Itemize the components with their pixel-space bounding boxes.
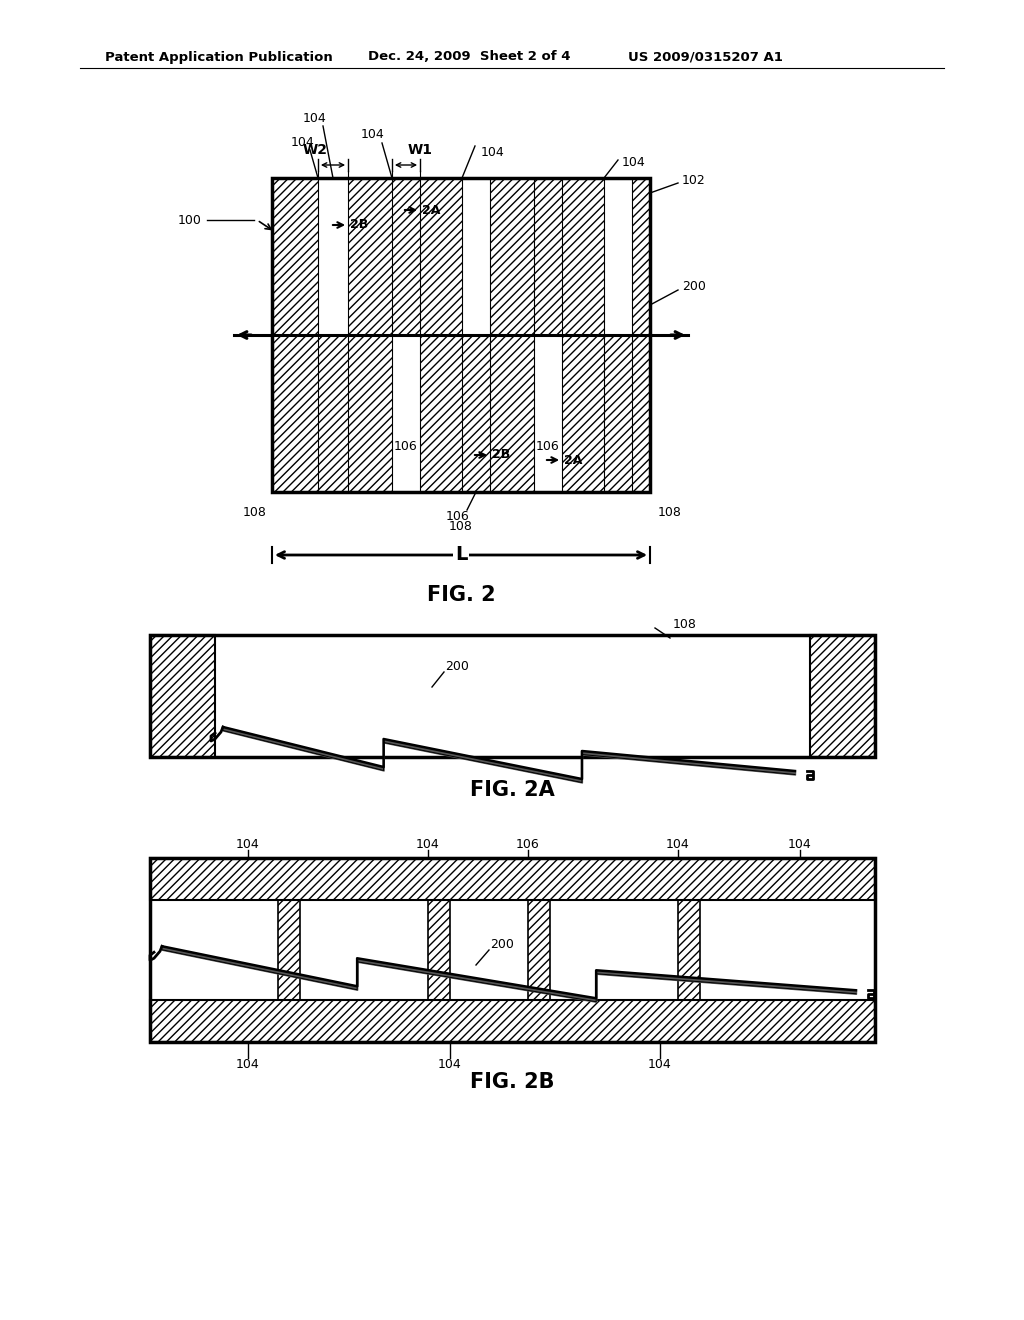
- Text: 106: 106: [446, 510, 470, 523]
- Bar: [392, 335, 420, 492]
- Text: W2: W2: [302, 143, 328, 157]
- Bar: [490, 178, 534, 492]
- Text: 108: 108: [658, 506, 682, 519]
- Text: 104: 104: [667, 837, 690, 850]
- Text: 104: 104: [648, 1057, 672, 1071]
- Bar: [678, 900, 700, 1001]
- Bar: [392, 178, 420, 492]
- Text: 106: 106: [516, 837, 540, 850]
- Bar: [528, 900, 550, 1001]
- Bar: [150, 635, 215, 756]
- Bar: [604, 178, 632, 335]
- Bar: [678, 900, 700, 1001]
- Text: 104: 104: [237, 1057, 260, 1071]
- Text: 100: 100: [178, 214, 202, 227]
- Bar: [278, 900, 300, 1001]
- Text: 108: 108: [450, 520, 473, 533]
- Text: L: L: [455, 545, 467, 565]
- Bar: [318, 178, 348, 335]
- Bar: [318, 178, 348, 492]
- Text: FIG. 2: FIG. 2: [427, 585, 496, 605]
- Text: FIG. 2B: FIG. 2B: [470, 1072, 554, 1092]
- Text: 200: 200: [445, 660, 469, 673]
- Text: 104: 104: [788, 837, 812, 850]
- Text: 2B: 2B: [350, 219, 369, 231]
- Bar: [150, 635, 874, 756]
- Bar: [428, 900, 450, 1001]
- Bar: [150, 858, 874, 900]
- Bar: [272, 178, 318, 492]
- Bar: [150, 858, 874, 1041]
- Text: 200: 200: [490, 939, 514, 952]
- Text: W1: W1: [408, 143, 432, 157]
- Text: 104: 104: [303, 111, 327, 124]
- Bar: [420, 178, 462, 492]
- Text: Dec. 24, 2009  Sheet 2 of 4: Dec. 24, 2009 Sheet 2 of 4: [368, 50, 570, 63]
- Text: FIG. 2A: FIG. 2A: [470, 780, 554, 800]
- Bar: [150, 635, 215, 756]
- Bar: [150, 1001, 874, 1041]
- Bar: [632, 178, 650, 492]
- Text: 104: 104: [481, 147, 505, 160]
- Text: 106: 106: [537, 441, 560, 454]
- Bar: [150, 1001, 874, 1041]
- Bar: [278, 900, 300, 1001]
- Bar: [150, 858, 874, 900]
- Bar: [562, 178, 604, 492]
- Bar: [528, 900, 550, 1001]
- Text: 104: 104: [416, 837, 440, 850]
- Text: 2A: 2A: [564, 454, 583, 466]
- Bar: [534, 178, 562, 492]
- Text: 2B: 2B: [492, 449, 510, 462]
- Text: 104: 104: [237, 837, 260, 850]
- Bar: [462, 178, 490, 335]
- Bar: [348, 178, 392, 492]
- Text: 102: 102: [682, 173, 706, 186]
- Text: 104: 104: [361, 128, 385, 141]
- Bar: [810, 635, 874, 756]
- Text: 200: 200: [682, 281, 706, 293]
- Bar: [428, 900, 450, 1001]
- Text: 2A: 2A: [422, 203, 440, 216]
- Text: US 2009/0315207 A1: US 2009/0315207 A1: [628, 50, 783, 63]
- Bar: [534, 335, 562, 492]
- Bar: [272, 178, 650, 492]
- Text: 104: 104: [291, 136, 314, 149]
- Text: 108: 108: [673, 619, 697, 631]
- Text: 104: 104: [438, 1057, 462, 1071]
- Bar: [810, 635, 874, 756]
- Bar: [604, 178, 632, 492]
- Bar: [462, 178, 490, 492]
- Text: 104: 104: [622, 157, 646, 169]
- Text: Patent Application Publication: Patent Application Publication: [105, 50, 333, 63]
- Text: 108: 108: [243, 506, 267, 519]
- Text: 106: 106: [394, 441, 418, 454]
